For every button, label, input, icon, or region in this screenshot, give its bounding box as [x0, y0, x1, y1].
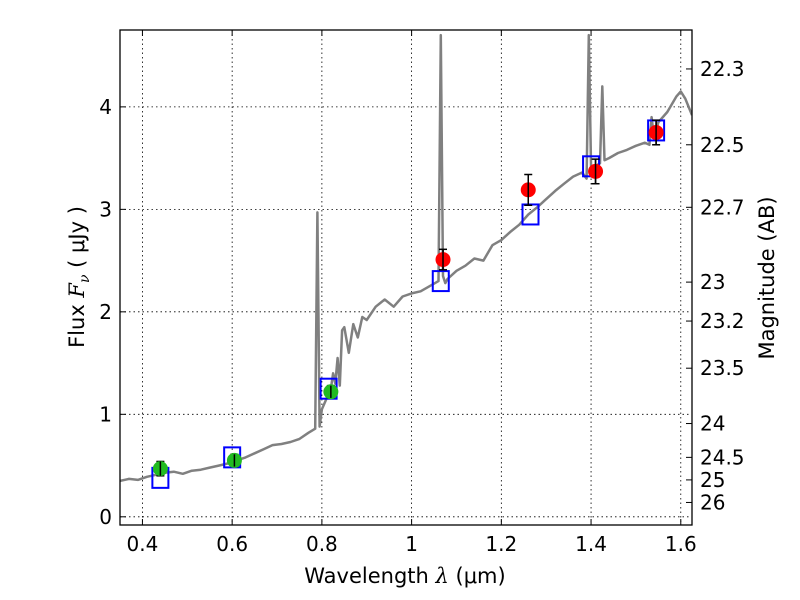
- model-spectrum-line: [120, 33, 692, 483]
- y-tick-label: 1: [99, 402, 112, 426]
- y-tick-label: 2: [99, 300, 112, 324]
- y-tick-label: 0: [99, 505, 112, 529]
- y2-tick-label: 24: [700, 412, 725, 436]
- y2-tick-label: 22.7: [700, 195, 745, 219]
- x-tick-label: 1.4: [575, 532, 607, 556]
- y-axis-label: Flux Fν ( μJy ): [65, 206, 93, 348]
- y2-tick-label: 22.3: [700, 57, 745, 81]
- model-photometry-marker: [431, 270, 450, 293]
- x-tick-label: 0.4: [127, 532, 159, 556]
- spectrum-layer: [120, 33, 692, 483]
- y-tick-label: 4: [99, 95, 112, 119]
- y2-tick-label: 24.5: [700, 445, 745, 469]
- x-axis-label-prefix: Wavelength: [304, 564, 435, 588]
- x-axis-label-unit: (μm): [449, 564, 506, 588]
- marker-layer: [151, 119, 666, 489]
- x-tick-label: 0.8: [306, 532, 338, 556]
- grid-lines: [120, 30, 692, 525]
- y2-tick-label: 23: [700, 270, 725, 294]
- tick-layer: 0.4 0.6 0.8 1 1.2 1.4 1.60123422.322.522.72323…: [99, 30, 745, 556]
- y2-tick-label: 26: [700, 490, 725, 514]
- y2-tick-label: 25: [700, 468, 725, 492]
- x-tick-label: 1.2: [485, 532, 517, 556]
- y-axis-label-unit: ( μJy ): [65, 206, 89, 274]
- x-tick-label: 1: [405, 532, 418, 556]
- x-axis-label: Wavelength λ (μm): [304, 564, 505, 588]
- x-tick-label: 0.6: [216, 532, 248, 556]
- x-tick-label: 1.6: [665, 532, 697, 556]
- x-axis-label-symbol: λ: [435, 564, 449, 588]
- y2-tick-label: 23.5: [700, 356, 745, 380]
- y2-tick-label: 23.2: [700, 309, 745, 333]
- y-axis-label-subscript: ν: [77, 274, 93, 283]
- y2-axis-label: Magnitude (AB): [755, 196, 779, 359]
- y-tick-label: 3: [99, 197, 112, 221]
- model-photometry-marker: [521, 203, 540, 226]
- y-axis-label-prefix: Flux: [65, 298, 89, 348]
- y-axis-label-symbol: F: [65, 282, 89, 299]
- plot-frame: [119, 29, 693, 526]
- y2-tick-label: 22.5: [700, 133, 745, 157]
